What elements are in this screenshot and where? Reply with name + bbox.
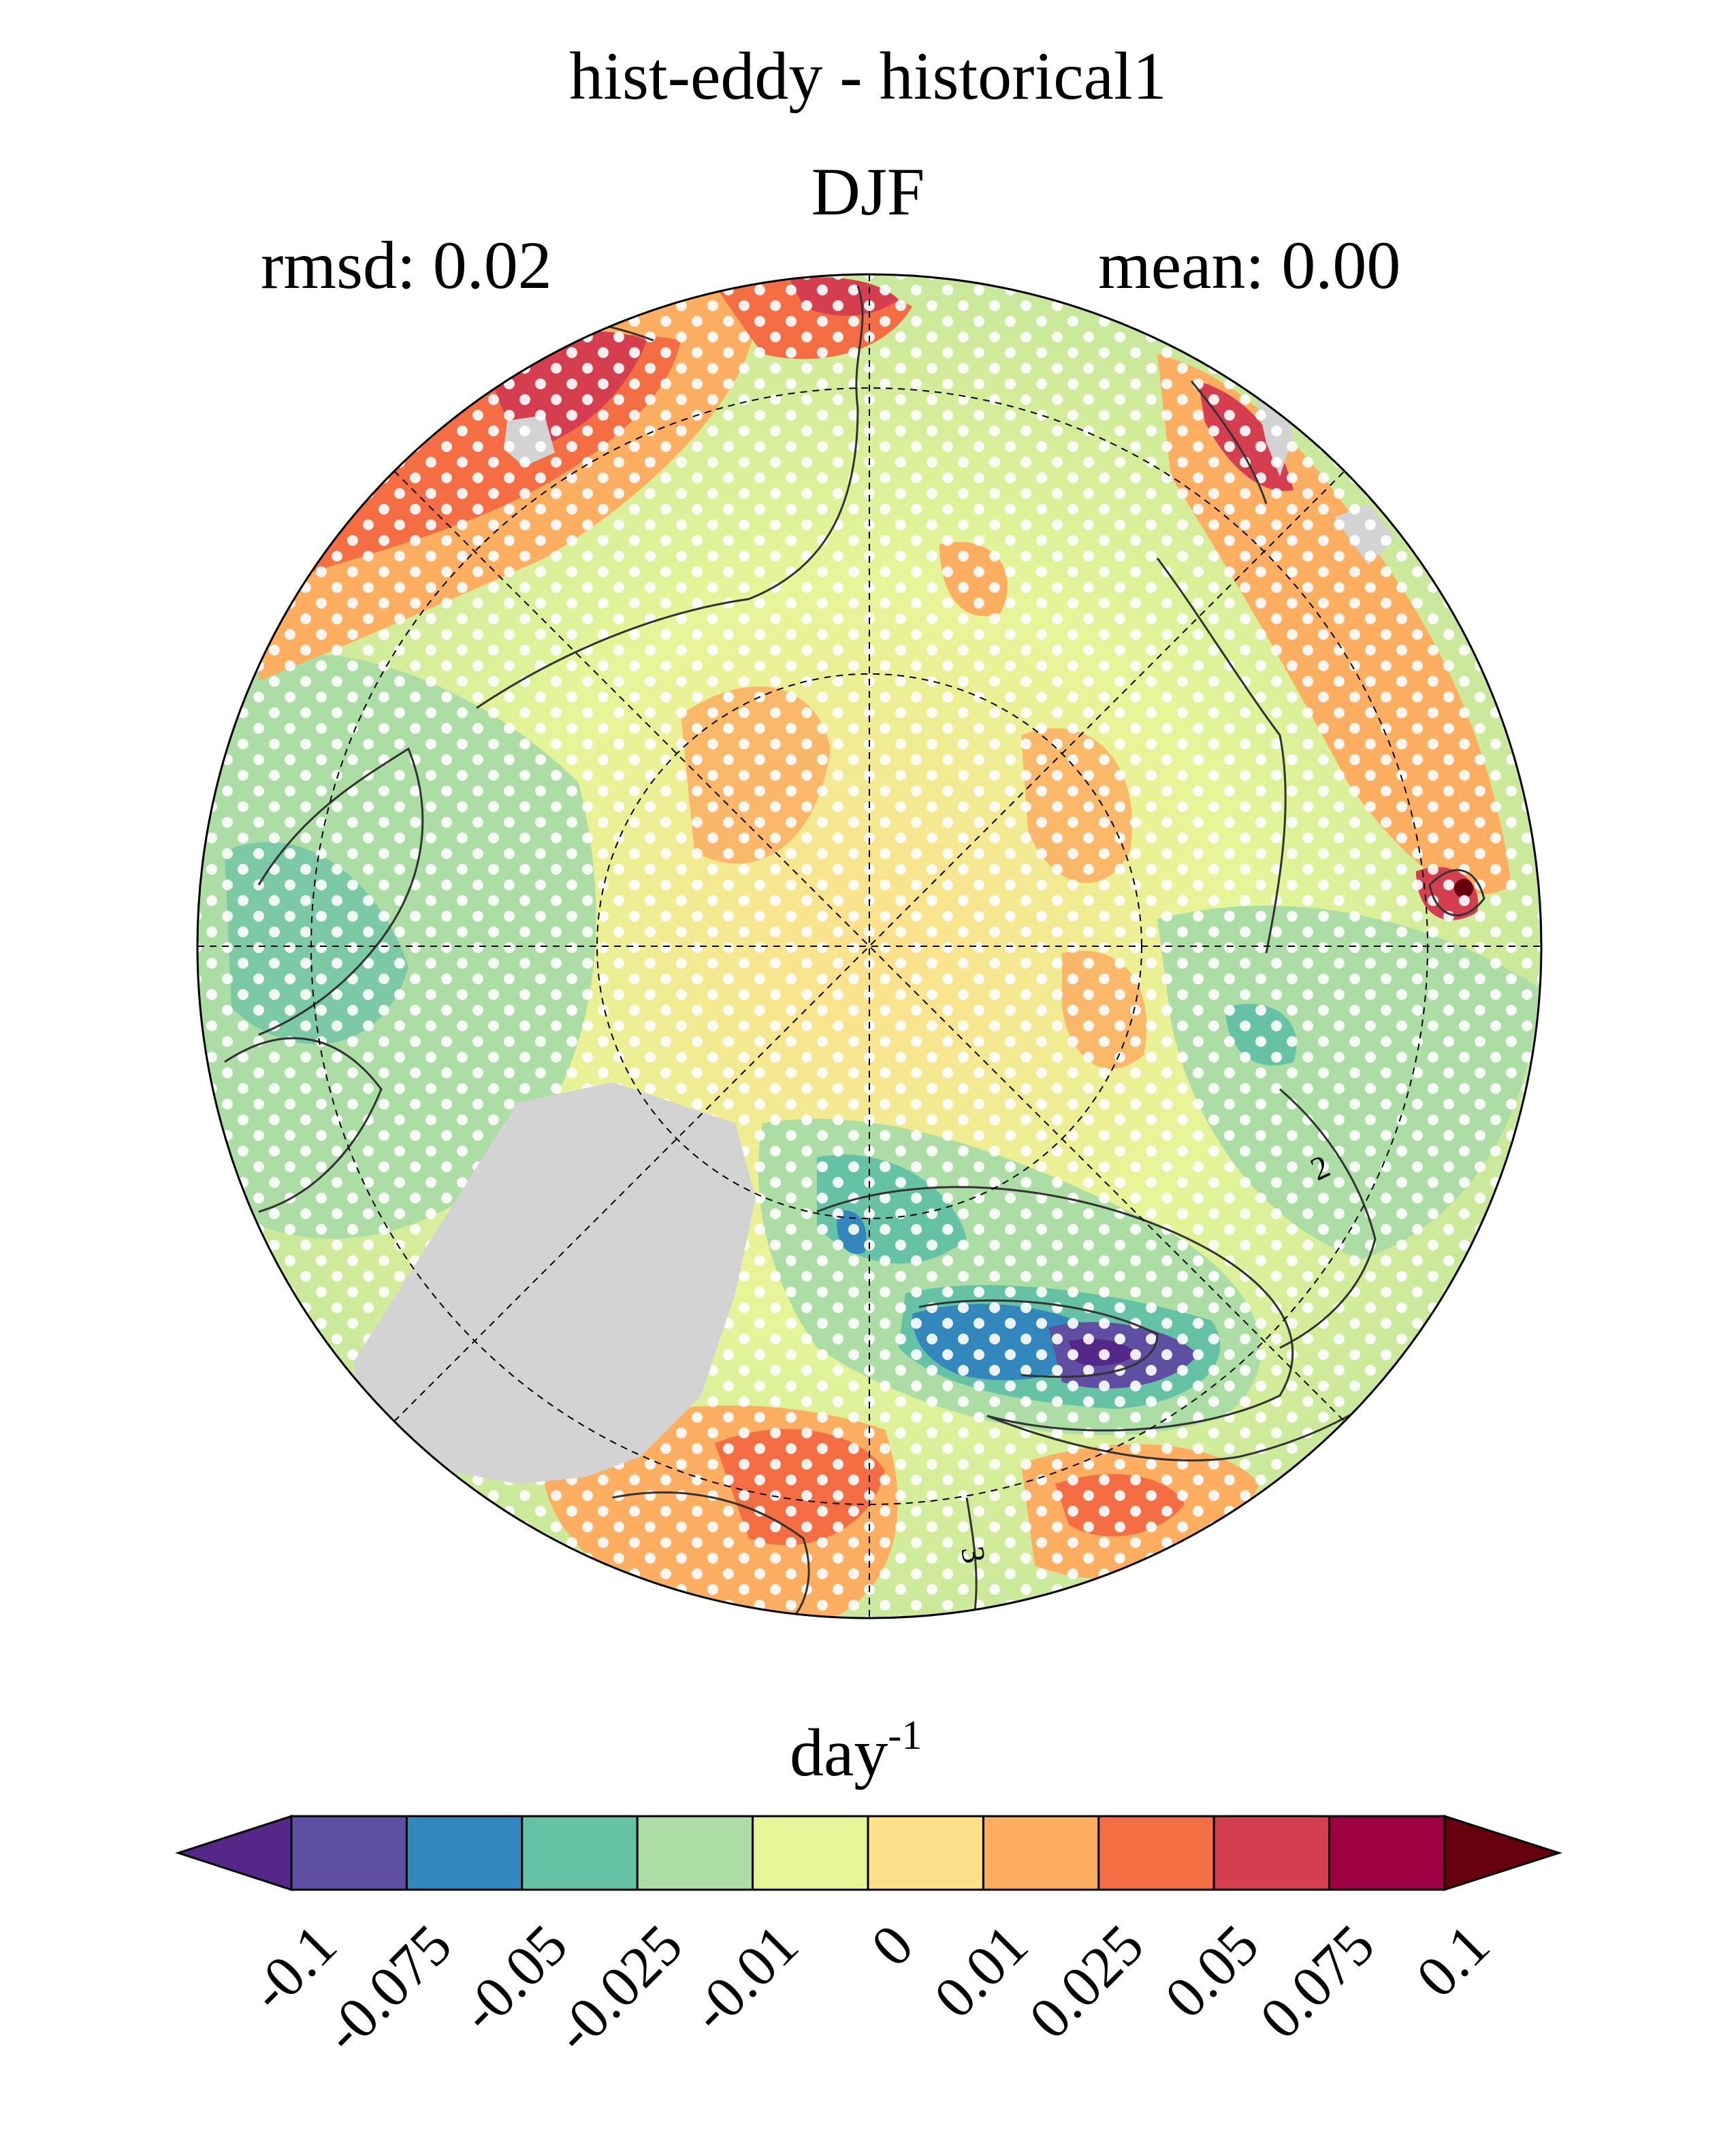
mean-label: mean: 0.00 [1098, 227, 1401, 303]
rmsd-label: rmsd: 0.02 [261, 227, 552, 303]
map-boundary [196, 273, 1543, 1619]
colorbar-segment [521, 1815, 639, 1891]
plot-title: hist-eddy - historical1 [569, 38, 1167, 114]
colorbar-segment [1097, 1815, 1215, 1891]
colorbar-units: day-1 [790, 1713, 922, 1790]
colorbar-segment [290, 1815, 408, 1891]
colorbar-segment [636, 1815, 754, 1891]
colorbar-segment [752, 1815, 869, 1891]
colorbar-segment [405, 1815, 524, 1891]
colorbar-segment [1328, 1815, 1446, 1891]
map-field [197, 274, 1541, 1618]
colorbar-extend-min [175, 1814, 293, 1892]
season-label: DJF [811, 154, 925, 229]
colorbar-extend-max [1443, 1814, 1562, 1892]
colorbar-segment [867, 1815, 984, 1891]
colorbar-segment [982, 1815, 1100, 1891]
colorbar-segment [1212, 1815, 1331, 1891]
